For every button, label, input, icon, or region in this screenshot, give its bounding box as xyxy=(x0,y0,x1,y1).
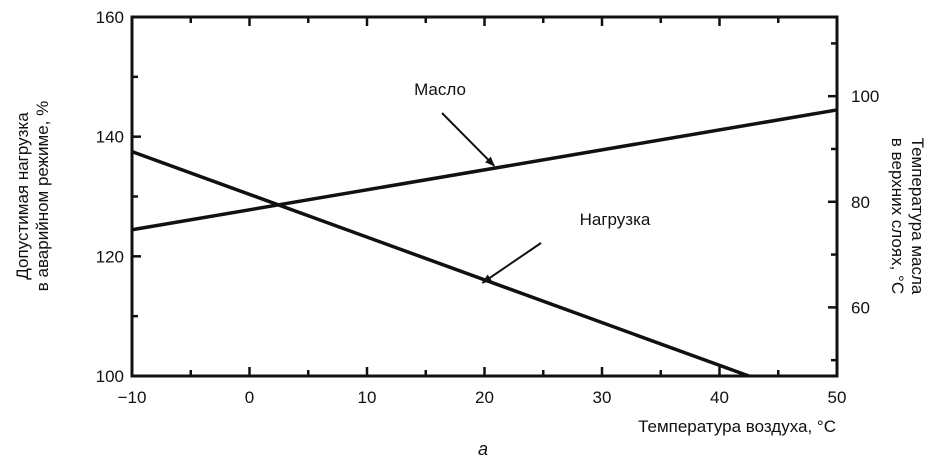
plot-frame xyxy=(130,15,839,378)
x-tick-label: 40 xyxy=(710,388,729,407)
y-right-tick-label: 60 xyxy=(851,298,870,317)
y-right-tick-label: 80 xyxy=(851,193,870,212)
x-axis-title: Температура воздуха, °C xyxy=(638,417,836,436)
y-left-tick-label: 120 xyxy=(96,247,124,266)
x-tick-label: 50 xyxy=(828,388,847,407)
series-line-0 xyxy=(131,108,838,232)
series-label: Масло xyxy=(414,80,466,99)
annotation-arrow xyxy=(441,112,495,167)
figure-caption: а xyxy=(478,439,488,457)
series-line-1 xyxy=(131,149,750,378)
x-tick-label: 10 xyxy=(358,388,377,407)
x-tick-label: 20 xyxy=(475,388,494,407)
y-left-tick-label: 100 xyxy=(96,367,124,386)
y-right-axis-title-line1: Температура масла xyxy=(908,138,927,295)
y-right-axis-ticks: 60 80 100 xyxy=(828,42,879,362)
y-right-axis-title-line2: в верхних слоях, °C xyxy=(888,138,907,294)
x-tick-label: −10 xyxy=(118,388,147,407)
series-lines xyxy=(131,108,838,378)
y-left-axis-ticks: 100 120 140 160 xyxy=(96,8,141,386)
y-left-axis-title-line2: в аварийном режиме, % xyxy=(33,101,52,292)
y-left-tick-label: 140 xyxy=(96,128,124,147)
annotation-arrow xyxy=(481,242,542,284)
y-right-tick-label: 100 xyxy=(851,87,879,106)
series-label: Нагрузка xyxy=(580,210,651,229)
x-axis-ticks: −10 0 10 20 30 40 50 xyxy=(118,17,847,407)
annotations: Масло Нагрузка xyxy=(414,80,651,284)
y-left-tick-label: 160 xyxy=(96,8,124,27)
x-tick-label: 0 xyxy=(245,388,254,407)
y-left-axis-title-line1: Допустимая нагрузка xyxy=(13,112,32,280)
x-tick-label: 30 xyxy=(593,388,612,407)
